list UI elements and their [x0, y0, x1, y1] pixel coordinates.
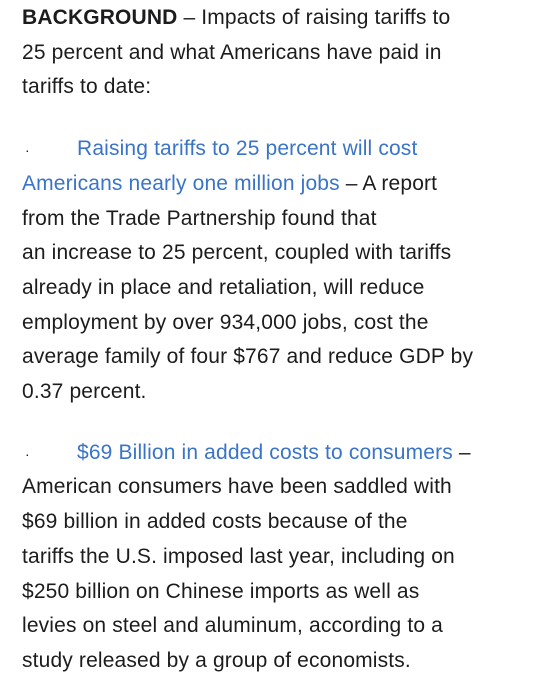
- intro-line-2: 25 percent and what Americans have paid …: [22, 40, 442, 64]
- jobs-after-link: – A report: [339, 171, 438, 195]
- bullet-marker: ·: [25, 142, 30, 159]
- bullet-jobs-line-1: · Raising tariffs to 25 percent will cost: [22, 132, 542, 167]
- jobs-link[interactable]: Raising tariffs to 25 percent will cost: [77, 137, 418, 161]
- costs-body-line: American consumers have been saddled wit…: [22, 475, 452, 499]
- background-heading: BACKGROUND: [22, 6, 178, 29]
- jobs-body-line: already in place and retaliation, will r…: [22, 275, 425, 299]
- costs-body-line: levies on steel and aluminum, according …: [22, 614, 444, 638]
- jobs-body-line: employment by over 934,000 jobs, cost th…: [22, 310, 429, 334]
- intro-text: – Impacts of raising tariffs to: [177, 6, 451, 29]
- costs-body-line: $69 billion in added costs because of th…: [22, 510, 408, 534]
- article-body: BACKGROUND – Impacts of raising tariffs …: [22, 0, 542, 679]
- jobs-link-continued[interactable]: Americans nearly one million jobs: [22, 171, 340, 195]
- bullet-marker: ·: [25, 445, 30, 462]
- jobs-body-line: 0.37 percent.: [22, 380, 147, 404]
- bullet-costs-line-1: · $69 Billion in added costs to consumers…: [22, 436, 542, 471]
- jobs-body-line: average family of four $767 and reduce G…: [22, 345, 474, 369]
- jobs-body-line: an increase to 25 percent, coupled with …: [22, 241, 452, 265]
- bullet-jobs-line-2: Americans nearly one million jobs – A re…: [22, 167, 542, 202]
- bullet-jobs: · Raising tariffs to 25 percent will cost…: [22, 132, 542, 410]
- costs-body-line: tariffs the U.S. imposed last year, incl…: [22, 544, 455, 568]
- intro-line-3: tariffs to date:: [22, 75, 152, 99]
- costs-body-line: study released by a group of economists.: [22, 648, 411, 672]
- costs-after-link: –: [452, 440, 471, 464]
- intro-line-1: BACKGROUND – Impacts of raising tariffs …: [22, 1, 542, 36]
- bullet-consumer-costs: · $69 Billion in added costs to consumers…: [22, 436, 542, 679]
- jobs-body-line: from the Trade Partnership found that: [22, 206, 377, 230]
- costs-body-line: $250 billion on Chinese imports as well …: [22, 579, 420, 603]
- consumer-costs-link[interactable]: $69 Billion in added costs to consumers: [77, 440, 453, 464]
- background-paragraph: BACKGROUND – Impacts of raising tariffs …: [22, 0, 542, 105]
